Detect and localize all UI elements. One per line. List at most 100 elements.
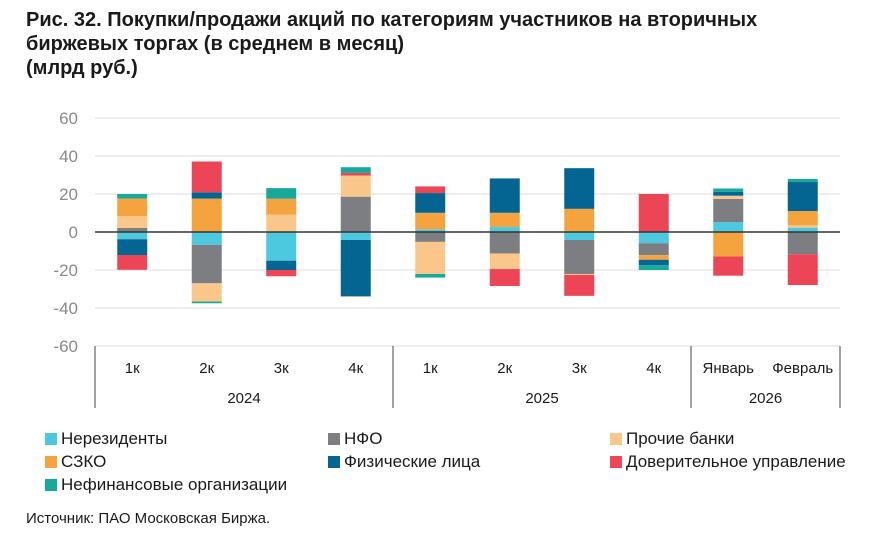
- x-tick-label: 3к: [274, 360, 289, 377]
- bar-segment: [713, 195, 744, 199]
- title-line: (млрд руб.): [26, 57, 138, 79]
- bar-segment: [787, 232, 818, 255]
- legend-swatch: [328, 456, 340, 468]
- group-label: 2026: [749, 390, 782, 407]
- legend-swatch: [328, 433, 340, 445]
- bar-segment: [787, 227, 818, 232]
- bar-segment: [713, 188, 744, 192]
- x-tick-label: 2к: [497, 360, 512, 377]
- legend-label: СЗКО: [61, 452, 107, 471]
- bar-segment: [191, 198, 222, 232]
- legend-label: Нерезиденты: [61, 429, 168, 448]
- bar-segment: [415, 212, 446, 230]
- x-tick-label: Январь: [703, 360, 755, 377]
- legend-item: СЗКО: [45, 452, 106, 472]
- bar-segment: [489, 253, 520, 270]
- bar-segment: [787, 178, 818, 183]
- bar-segment: [638, 232, 669, 244]
- legend-label: Доверительное управление: [626, 452, 846, 471]
- bar-segment: [191, 232, 222, 245]
- bar-segment: [340, 175, 371, 197]
- bar-segment: [787, 225, 818, 228]
- x-tick-label: 1к: [125, 360, 140, 377]
- bar-segment: [117, 198, 148, 217]
- title-line: Рис. 32. Покупки/продажи акций по катего…: [26, 9, 758, 31]
- bar-segment: [266, 188, 297, 199]
- bar-segment: [117, 216, 148, 229]
- legend-item: Нерезиденты: [45, 429, 167, 449]
- bar-segment: [713, 222, 744, 232]
- x-tick-label: Февраль: [772, 360, 833, 377]
- bar-segment: [266, 260, 297, 270]
- bar-segment: [266, 232, 297, 261]
- bar-segment: [266, 198, 297, 215]
- bar-segment: [266, 214, 297, 232]
- bar-segment: [191, 192, 222, 199]
- bar-segment: [415, 273, 446, 278]
- bar-segment: [489, 269, 520, 286]
- legend-item: Доверительное управление: [610, 452, 846, 472]
- legend-item: Нефинансовые организации: [45, 475, 287, 495]
- bar-segment: [638, 255, 669, 260]
- bar-segment: [191, 283, 222, 302]
- bar-segment: [489, 212, 520, 228]
- bar-segment: [266, 270, 297, 277]
- bar-segment: [638, 194, 669, 232]
- legend-label: Прочие банки: [626, 429, 735, 448]
- title-line: биржевых торгах (в среднем в месяц): [26, 33, 405, 55]
- bar-segment: [340, 232, 371, 240]
- bar-segment: [489, 232, 520, 254]
- y-tick-label: 0: [69, 223, 78, 242]
- y-tick-label: -20: [53, 261, 78, 280]
- bar-segment: [638, 265, 669, 270]
- bar-segment: [713, 232, 744, 257]
- group-label: 2025: [525, 390, 558, 407]
- bar-segment: [415, 186, 446, 194]
- bar-segment: [415, 232, 446, 242]
- legend-swatch: [45, 456, 57, 468]
- y-tick-label: -60: [53, 337, 78, 356]
- legend-swatch: [45, 433, 57, 445]
- bar-segment: [713, 198, 744, 223]
- bar-segment: [117, 232, 148, 240]
- x-tick-label: 2к: [199, 360, 214, 377]
- bar-segment: [489, 178, 520, 213]
- bar-segment: [415, 229, 446, 232]
- bar-segment: [340, 239, 371, 297]
- legend-label: НФО: [344, 429, 383, 448]
- x-tick-label: 4к: [348, 360, 363, 377]
- bar-segment: [117, 194, 148, 199]
- bar-segment: [564, 232, 595, 240]
- bar-segment: [489, 227, 520, 232]
- y-tick-label: -40: [53, 299, 78, 318]
- bar-segment: [117, 228, 148, 232]
- bar-segment: [787, 182, 818, 212]
- bar-segment: [787, 254, 818, 286]
- bar-segment: [564, 273, 595, 275]
- y-tick-label: 60: [59, 109, 78, 128]
- source-note: Источник: ПАО Московская Биржа.: [26, 510, 271, 527]
- legend-label: Нефинансовые организации: [61, 475, 288, 494]
- bar-segment: [713, 191, 744, 196]
- bar-segment: [191, 161, 222, 193]
- bar-segment: [415, 193, 446, 213]
- group-label: 2024: [227, 390, 260, 407]
- bar-segment: [117, 254, 148, 270]
- y-tick-label: 40: [59, 147, 78, 166]
- bar-segment: [564, 274, 595, 296]
- legend-item: НФО: [328, 429, 382, 449]
- legend-swatch: [610, 433, 622, 445]
- bar-segment: [564, 168, 595, 209]
- bar-segment: [191, 301, 222, 304]
- legend-swatch: [610, 456, 622, 468]
- x-tick-label: 1к: [423, 360, 438, 377]
- bar-segment: [415, 241, 446, 274]
- x-tick-label: 3к: [572, 360, 587, 377]
- bar-segment: [564, 239, 595, 274]
- bar-segment: [638, 259, 669, 266]
- bar-segment: [340, 167, 371, 173]
- bar-segment: [564, 208, 595, 232]
- bar-segment: [713, 256, 744, 276]
